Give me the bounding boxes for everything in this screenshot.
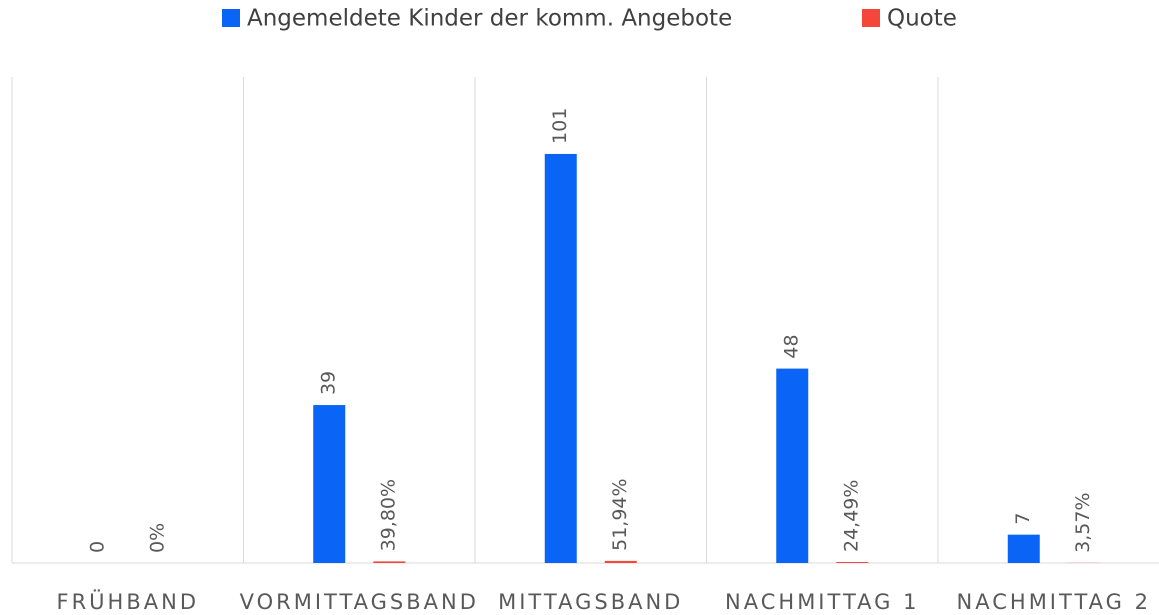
data-label: 48 bbox=[781, 334, 803, 358]
data-label: 0 bbox=[86, 541, 108, 553]
bar bbox=[776, 368, 809, 563]
legend-label: Angemeldete Kinder der komm. Angebote bbox=[247, 6, 732, 32]
bar bbox=[604, 560, 637, 563]
x-tick-label: NACHMITTAG 2 bbox=[957, 590, 1151, 614]
x-tick-label: VORMITTAGSBAND bbox=[240, 590, 479, 614]
bar bbox=[1007, 534, 1040, 563]
legend-label: Quote bbox=[887, 6, 957, 32]
data-label: 39,80% bbox=[378, 479, 400, 551]
x-tick-label: FRÜHBAND bbox=[57, 589, 199, 614]
bar bbox=[313, 405, 346, 563]
bar bbox=[373, 561, 406, 563]
data-label: 3,57% bbox=[1072, 492, 1094, 552]
data-label: 51,94% bbox=[609, 478, 631, 550]
bar bbox=[836, 562, 869, 563]
bar bbox=[544, 153, 577, 563]
x-tick-label: NACHMITTAG 1 bbox=[725, 590, 919, 614]
legend-swatch bbox=[222, 9, 240, 27]
data-label: 39 bbox=[318, 371, 340, 395]
legend-swatch bbox=[862, 9, 880, 27]
data-label: 24,49% bbox=[841, 480, 863, 552]
data-label: 101 bbox=[549, 108, 571, 144]
x-tick-label: MITTAGSBAND bbox=[498, 590, 683, 614]
data-label: 7 bbox=[1012, 513, 1034, 525]
data-label: 0% bbox=[146, 523, 168, 553]
